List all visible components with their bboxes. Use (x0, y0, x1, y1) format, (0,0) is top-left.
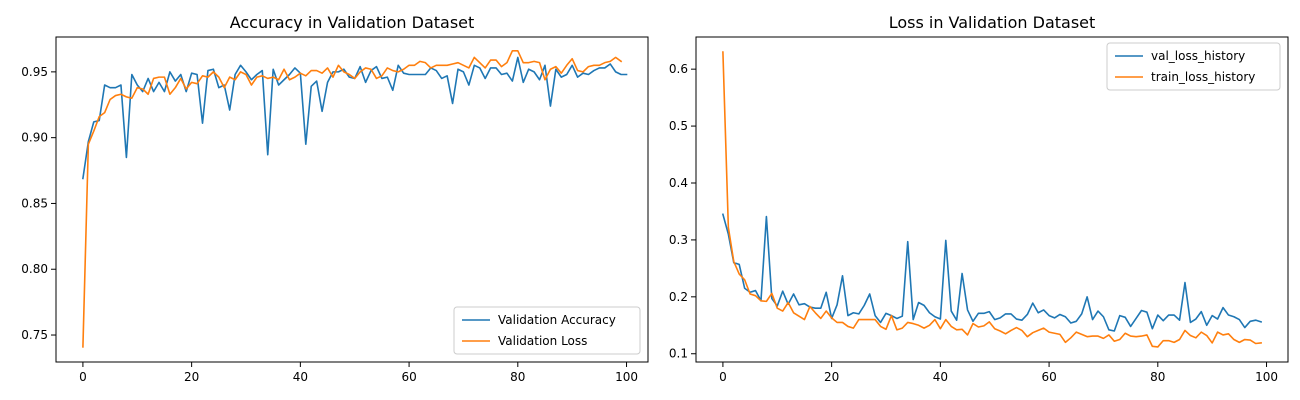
loss-y-tick-label: 0.5 (669, 119, 688, 133)
accuracy-x-tick-label: 100 (615, 370, 638, 384)
loss-x-tick-label: 20 (824, 370, 839, 384)
accuracy-x-tick-label: 80 (510, 370, 525, 384)
loss-x-tick-label: 60 (1041, 370, 1056, 384)
loss-legend-label-1: train_loss_history (1151, 70, 1255, 84)
loss-chart: Loss in Validation Dataset 0 20 40 60 80 100 0… (669, 13, 1289, 384)
accuracy-x-tick-label: 20 (184, 370, 199, 384)
accuracy-x-tick-label: 0 (79, 370, 87, 384)
loss-legend-box (1106, 42, 1281, 91)
loss-y-tick-label: 0.6 (669, 62, 688, 76)
accuracy-y-tick-label: 0.90 (21, 131, 48, 145)
accuracy-x-tick-label: 40 (293, 370, 308, 384)
accuracy-y-tick-label: 0.75 (21, 328, 48, 342)
loss-legend: val_loss_history train_loss_history (1106, 42, 1281, 91)
accuracy-y-tick-label: 0.95 (21, 65, 48, 79)
loss-x-tick-label: 100 (1255, 370, 1278, 384)
accuracy-chart-title: Accuracy in Validation Dataset (230, 13, 475, 32)
accuracy-y-tick-label: 0.80 (21, 262, 48, 276)
accuracy-series-line-1 (82, 50, 623, 348)
loss-legend-label-0: val_loss_history (1151, 49, 1245, 63)
accuracy-legend: Validation Accuracy Validation Loss (453, 306, 641, 355)
loss-series-line-0 (721, 213, 1263, 332)
loss-x-tick-label: 80 (1150, 370, 1165, 384)
loss-series-line-1 (722, 51, 1262, 348)
loss-y-tick-label: 0.2 (669, 290, 688, 304)
accuracy-legend-label-1: Validation Loss (498, 334, 587, 348)
loss-x-tick-label: 40 (933, 370, 948, 384)
accuracy-legend-label-0: Validation Accuracy (498, 313, 616, 327)
accuracy-chart: Accuracy in Validation Dataset 0 20 40 60 80… (21, 13, 649, 384)
loss-x-tick-label: 0 (719, 370, 727, 384)
accuracy-y-tick-label: 0.85 (21, 196, 48, 210)
loss-plot-frame (695, 36, 1289, 363)
loss-chart-title: Loss in Validation Dataset (889, 13, 1096, 32)
loss-y-tick-label: 0.4 (669, 176, 688, 190)
accuracy-plot-frame (55, 36, 649, 363)
accuracy-legend-box (453, 306, 641, 355)
accuracy-x-tick-label: 60 (401, 370, 416, 384)
loss-y-tick-label: 0.1 (669, 347, 688, 361)
loss-y-tick-label: 0.3 (669, 233, 688, 247)
